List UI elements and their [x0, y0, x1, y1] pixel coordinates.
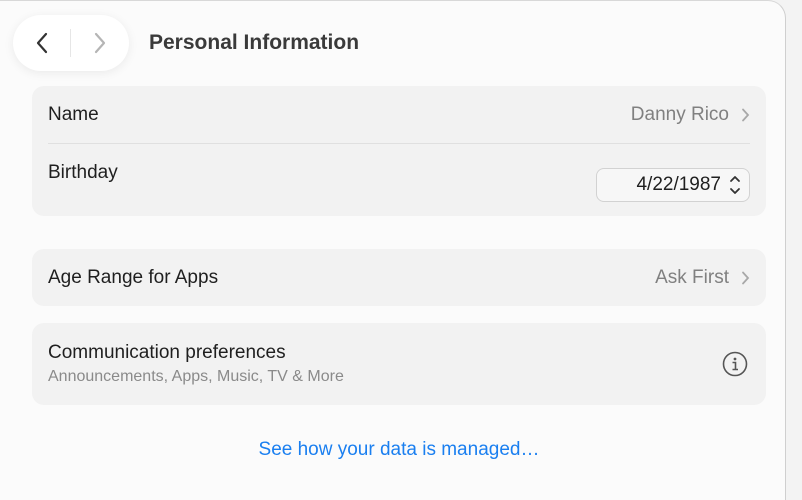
data-management-link[interactable]: See how your data is managed… — [258, 439, 540, 460]
birthday-date-picker[interactable]: 4/22/1987 — [596, 168, 750, 202]
stepper-icon[interactable] — [729, 173, 741, 197]
navigation-buttons — [13, 15, 129, 71]
chevron-left-icon — [36, 32, 48, 54]
chevron-right-icon — [742, 108, 750, 121]
personal-info-card: Name Danny Rico Birthday 4/22/1987 — [32, 86, 766, 216]
forward-button[interactable] — [71, 15, 129, 71]
age-range-row[interactable]: Age Range for Apps Ask First — [48, 249, 750, 306]
chevron-right-icon — [94, 32, 106, 54]
age-range-value: Ask First — [655, 266, 729, 288]
communication-subtitle: Announcements, Apps, Music, TV & More — [48, 368, 344, 385]
birthday-value: 4/22/1987 — [636, 174, 721, 195]
back-button[interactable] — [13, 15, 71, 71]
page-title: Personal Information — [149, 31, 360, 54]
name-row[interactable]: Name Danny Rico — [48, 86, 750, 143]
communication-row[interactable]: Communication preferences Announcements,… — [48, 323, 750, 405]
birthday-label: Birthday — [48, 162, 118, 183]
communication-label: Communication preferences — [48, 342, 286, 363]
divider — [70, 29, 71, 57]
birthday-row: Birthday — [48, 160, 750, 186]
divider — [48, 143, 750, 144]
age-range-card[interactable]: Age Range for Apps Ask First — [32, 249, 766, 306]
name-label: Name — [48, 103, 99, 125]
communication-card[interactable]: Communication preferences Announcements,… — [32, 323, 766, 405]
chevron-right-icon — [742, 271, 750, 284]
name-value: Danny Rico — [630, 103, 729, 125]
age-range-label: Age Range for Apps — [48, 266, 219, 288]
info-icon[interactable] — [722, 351, 748, 377]
